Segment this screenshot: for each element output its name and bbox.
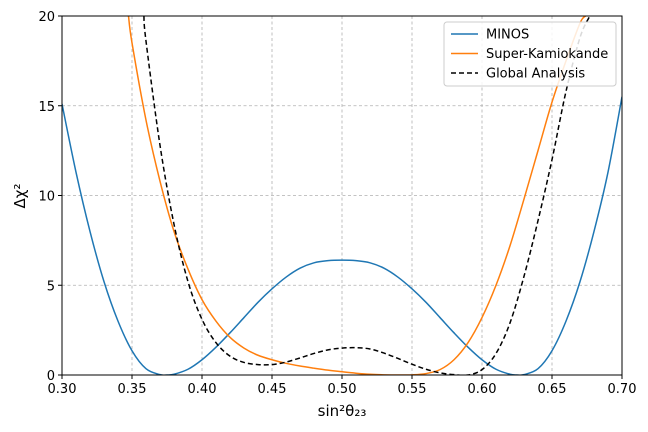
x-tick-label: 0.70	[608, 382, 637, 397]
x-tick-label: 0.55	[398, 382, 427, 397]
y-tick-label: 5	[47, 279, 55, 294]
global-analysis-series-line	[143, 16, 591, 375]
x-tick-label: 0.50	[328, 382, 357, 397]
y-tick-label: 20	[38, 10, 55, 25]
super-kamiokande-series-line	[127, 16, 587, 375]
x-tick-label: 0.60	[468, 382, 497, 397]
x-tick-label: 0.35	[118, 382, 147, 397]
super-kamiokande-legend-label: Super-Kamiokande	[486, 47, 608, 62]
x-axis-label: sin²θ₂₃	[318, 402, 367, 420]
global-analysis-legend-label: Global Analysis	[486, 67, 585, 82]
y-tick-label: 0	[47, 369, 55, 384]
y-tick-label: 15	[38, 100, 55, 115]
x-tick-label: 0.45	[258, 382, 287, 397]
x-tick-label: 0.40	[188, 382, 217, 397]
y-tick-label: 10	[38, 190, 55, 205]
y-axis-label: Δχ²	[11, 184, 29, 209]
legend-box	[443, 21, 617, 87]
axis-ticks: 0.30 0.35 0.40 0.45 0.50 0.55 0.60 0.65 0.70 0 5 10…	[38, 10, 636, 397]
x-tick-label: 0.65	[538, 382, 567, 397]
legend: MINOS Super-Kamiokande Global Analysis	[443, 21, 617, 87]
x-tick-label: 0.30	[48, 382, 77, 397]
minos-legend-label: MINOS	[486, 28, 529, 43]
